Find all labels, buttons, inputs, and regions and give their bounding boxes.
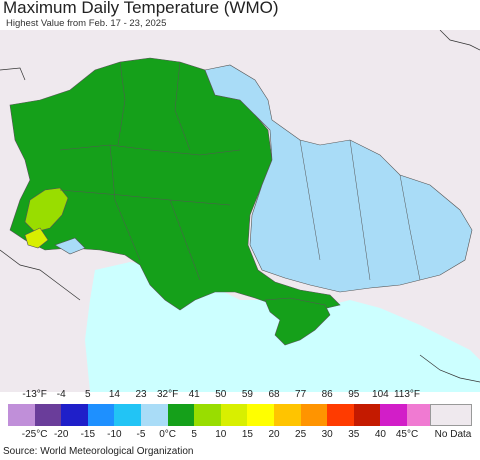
- legend-swatch: [34, 404, 62, 426]
- legend-tick-f: 113°F: [393, 389, 421, 400]
- legend-swatch: [300, 404, 328, 426]
- legend-tick-f: 14: [108, 389, 120, 400]
- legend-tick-f: 77: [295, 389, 307, 400]
- legend-swatch: [353, 404, 381, 426]
- legend-swatch: [141, 404, 169, 426]
- legend-tick-f: -4: [56, 389, 66, 400]
- legend-no-data-label: No Data: [434, 429, 472, 440]
- legend-tick-f: 86: [321, 389, 333, 400]
- legend-tick-f: 23: [135, 389, 147, 400]
- legend-swatch: [247, 404, 275, 426]
- region-west-cold: [54, 237, 86, 255]
- legend-swatch: [167, 404, 195, 426]
- legend-tick-c: -25°C: [21, 429, 48, 440]
- country-borders: [0, 30, 480, 383]
- region-west-warm: [24, 187, 69, 233]
- legend-no-data-swatch: [430, 404, 472, 426]
- legend-swatch: [194, 404, 222, 426]
- legend-swatch: [274, 404, 302, 426]
- legend-swatch: [8, 404, 36, 426]
- legend-swatch: [407, 404, 435, 426]
- legend-tick-c: 35: [348, 429, 360, 440]
- region-west-warmer: [24, 227, 49, 249]
- legend-tick-f: -13°F: [22, 389, 47, 400]
- region-crimea: [264, 297, 331, 346]
- legend-tick-c: -5: [136, 429, 146, 440]
- legend-tick-c: 30: [321, 429, 333, 440]
- legend-tick-c: 0°C: [159, 429, 176, 440]
- legend-tick-f: 59: [241, 389, 253, 400]
- legend-tick-c: 25: [295, 429, 307, 440]
- admin-borders: [59, 61, 421, 281]
- temperature-map: [0, 30, 480, 392]
- legend-tick-c: 40: [374, 429, 386, 440]
- map-title: Maximum Daily Temperature (WMO): [3, 0, 279, 17]
- legend-tick-c: 15: [241, 429, 253, 440]
- legend-tick-c: -20: [53, 429, 69, 440]
- legend-tick-f: 50: [215, 389, 227, 400]
- legend-tick-f: 68: [268, 389, 280, 400]
- legend-swatch: [114, 404, 142, 426]
- legend-tick-c: 10: [215, 429, 227, 440]
- legend-swatch: [61, 404, 89, 426]
- legend-tick-f: 5: [85, 389, 91, 400]
- legend-swatch: [380, 404, 408, 426]
- legend-swatch: [220, 404, 248, 426]
- legend-swatch: [87, 404, 115, 426]
- legend-tick-f: 104: [372, 389, 389, 400]
- legend-tick-c: 20: [268, 429, 280, 440]
- legend-tick-c: -15: [80, 429, 96, 440]
- legend-tick-c: -10: [107, 429, 122, 440]
- legend-tick-c: 5: [191, 429, 197, 440]
- legend-tick-f: 32°F: [156, 389, 179, 400]
- source-credit: Source: World Meteorological Organizatio…: [3, 446, 194, 457]
- legend-tick-f: 41: [188, 389, 200, 400]
- legend-tick-c: 45°C: [395, 429, 419, 440]
- map-subtitle: Highest Value from Feb. 17 - 23, 2025: [6, 18, 167, 29]
- legend-tick-f: 95: [348, 389, 360, 400]
- legend-swatch: [327, 404, 355, 426]
